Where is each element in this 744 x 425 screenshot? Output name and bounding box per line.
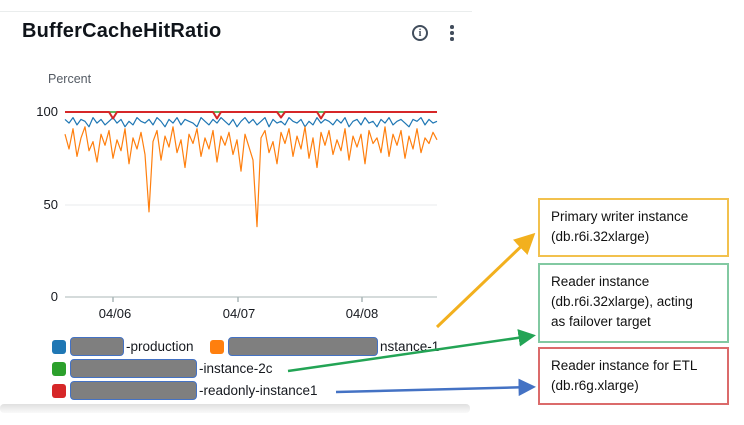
info-button[interactable]: i	[410, 23, 430, 43]
legend-item-instance-2c[interactable]: -instance-2c	[52, 359, 273, 378]
widget-top-border	[0, 11, 472, 12]
series-line	[64, 126, 438, 228]
legend-label: -readonly-instance1	[199, 383, 318, 398]
kebab-menu-icon	[450, 31, 454, 35]
legend-label: -instance-2c	[199, 361, 273, 376]
series-line	[65, 111, 437, 120]
kebab-menu-icon	[450, 25, 454, 29]
redaction-pill	[70, 337, 124, 356]
legend-item-instance-1[interactable]: nstance-1	[210, 337, 439, 356]
y-tick-100: 100	[36, 104, 58, 119]
x-tick-label: 04/06	[98, 306, 132, 321]
widget-menu-button[interactable]	[444, 22, 460, 44]
legend-swatch-blue	[52, 339, 66, 354]
annotation-arrow	[335, 378, 536, 397]
redaction-pill	[70, 359, 197, 378]
chart-series-lines	[64, 111, 438, 228]
legend-swatch-orange	[210, 339, 224, 354]
x-tick-label: 04/07	[222, 306, 256, 321]
kebab-menu-icon	[450, 37, 454, 41]
y-tick-0: 0	[50, 289, 58, 304]
legend-swatch-green	[52, 361, 66, 376]
annotation-arrow	[435, 232, 536, 329]
x-tick-label: 04/08	[345, 306, 379, 321]
series-line	[64, 116, 438, 128]
legend-item-readonly-instance1[interactable]: -readonly-instance1	[52, 381, 318, 400]
legend-label: -production	[126, 339, 194, 354]
widget-bottom-edge	[0, 404, 470, 413]
legend-label: nstance-1	[380, 339, 440, 354]
legend-item-production[interactable]: -production	[52, 337, 194, 356]
y-tick-50: 50	[43, 197, 58, 212]
redaction-pill	[70, 381, 197, 400]
y-axis-unit-label: Percent	[48, 72, 92, 86]
metric-title: BufferCacheHitRatio	[22, 20, 222, 42]
annotation-primary-writer: Primary writer instance (db.r6i.32xlarge…	[538, 198, 729, 257]
annotation-failover-reader: Reader instance (db.r6i.32xlarge), actin…	[538, 263, 729, 343]
info-icon: i	[412, 25, 428, 41]
legend-swatch-red	[52, 383, 66, 398]
annotation-etl-reader: Reader instance for ETL (db.r6g.xlarge)	[538, 347, 729, 405]
redaction-pill	[228, 337, 378, 356]
